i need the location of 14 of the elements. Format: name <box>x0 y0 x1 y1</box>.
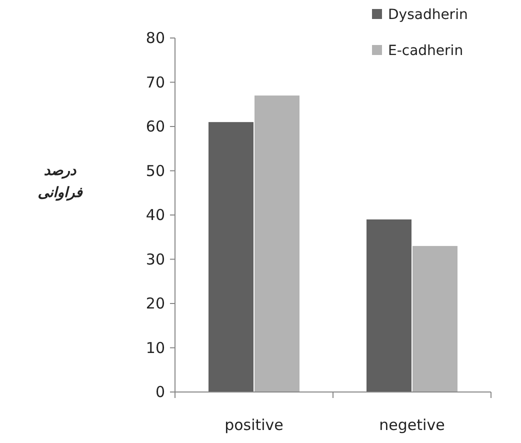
y-tick-label: 30 <box>146 250 165 268</box>
x-tick-label: negetive <box>379 416 445 434</box>
y-tick-label: 70 <box>146 73 165 92</box>
y-tick-label: 10 <box>146 338 165 357</box>
x-tick-label: positive <box>224 416 284 434</box>
y-tick-label: 40 <box>146 206 165 224</box>
y-tick-label: 50 <box>146 162 165 180</box>
legend-label: E-cadherin <box>388 43 464 59</box>
y-tick-label: 0 <box>155 383 165 401</box>
legend-label: Dysadherin <box>388 7 468 23</box>
y-tick-label: 80 <box>146 29 165 47</box>
y-axis-title: درصد فراوانی <box>38 163 84 201</box>
y-tick-label: 60 <box>146 118 165 136</box>
y-tick-label: 20 <box>146 294 165 312</box>
